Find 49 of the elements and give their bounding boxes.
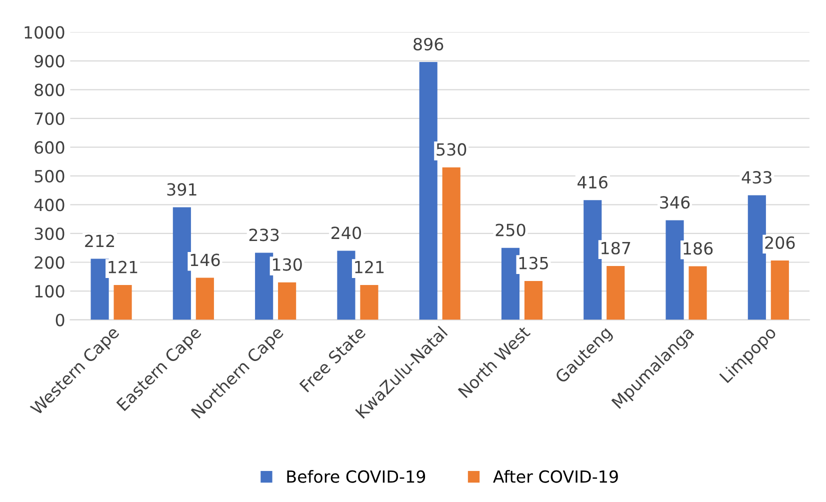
- data-label: 146: [190, 254, 220, 266]
- legend-label: After COVID-19: [493, 470, 618, 483]
- bar: [360, 284, 378, 320]
- data-label: 416: [578, 176, 608, 189]
- bar: [114, 284, 132, 320]
- data-label: 240: [332, 226, 362, 240]
- y-tick-label: 500: [34, 170, 64, 183]
- data-label: 206: [765, 236, 795, 249]
- y-tick-label: 900: [34, 54, 64, 68]
- y-tick-label: 1000: [24, 26, 64, 39]
- legend-label: Before COVID-19: [287, 470, 426, 483]
- y-tick-label: 400: [34, 198, 64, 212]
- data-label: 433: [742, 171, 772, 184]
- y-tick-label: 100: [35, 284, 64, 298]
- bar: [442, 167, 460, 320]
- bar: [688, 266, 707, 320]
- bar: [172, 207, 191, 320]
- bar: [748, 195, 766, 320]
- data-label: 135: [519, 256, 548, 270]
- bar: [196, 278, 214, 320]
- y-tick-label: 0: [56, 314, 64, 326]
- bar: [584, 200, 602, 320]
- y-tick-label: 600: [34, 141, 64, 154]
- y-tick-label: 200: [34, 256, 64, 269]
- bar: [666, 220, 684, 320]
- bar: [255, 252, 274, 320]
- data-label: 896: [414, 38, 444, 50]
- y-tick-label: 700: [34, 112, 64, 125]
- bar: [524, 280, 543, 320]
- data-label: 121: [355, 260, 384, 274]
- data-label: 391: [167, 183, 196, 196]
- bar: [337, 250, 356, 320]
- data-label: 121: [108, 260, 138, 274]
- bar: [90, 258, 109, 320]
- data-label: 130: [272, 258, 302, 271]
- bar: [278, 282, 296, 320]
- data-label: 186: [684, 242, 713, 255]
- bar: [419, 62, 438, 320]
- y-tick-label: 800: [34, 84, 64, 96]
- data-label: 250: [496, 224, 526, 236]
- y-tick-label: 300: [34, 227, 64, 240]
- data-label: 233: [249, 228, 279, 242]
- data-label: 187: [602, 242, 630, 254]
- bar: [770, 260, 789, 320]
- bar: [606, 266, 625, 320]
- bar: [501, 248, 520, 320]
- data-label: 212: [85, 234, 114, 247]
- data-label: 530: [436, 143, 466, 156]
- data-label: 346: [660, 196, 690, 209]
